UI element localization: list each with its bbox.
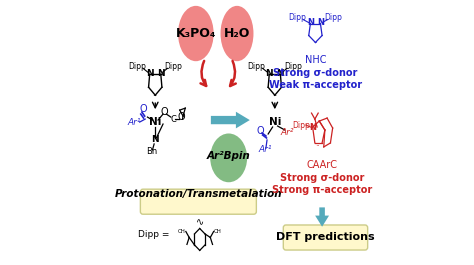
Text: O: O bbox=[139, 104, 147, 114]
Text: Ar¹: Ar¹ bbox=[258, 145, 272, 154]
FancyBboxPatch shape bbox=[283, 225, 368, 250]
Text: Dipp: Dipp bbox=[164, 62, 182, 71]
Text: DFT predictions: DFT predictions bbox=[276, 232, 375, 242]
Text: N: N bbox=[317, 18, 324, 27]
FancyBboxPatch shape bbox=[140, 189, 256, 214]
Text: N: N bbox=[151, 135, 159, 144]
Text: C: C bbox=[170, 114, 176, 123]
Ellipse shape bbox=[220, 6, 254, 61]
Text: ∿: ∿ bbox=[196, 218, 204, 228]
Text: Ar²: Ar² bbox=[280, 127, 294, 136]
Text: Ar¹: Ar¹ bbox=[128, 118, 141, 127]
Text: O: O bbox=[160, 107, 168, 117]
Text: N: N bbox=[309, 122, 316, 131]
Text: N: N bbox=[157, 69, 164, 78]
Text: Weak π-acceptor: Weak π-acceptor bbox=[269, 80, 362, 90]
Text: Bn: Bn bbox=[146, 147, 157, 156]
Text: NHC: NHC bbox=[305, 55, 326, 65]
Text: Dipp: Dipp bbox=[324, 13, 342, 22]
Text: N: N bbox=[146, 69, 154, 78]
Text: Dipp =: Dipp = bbox=[138, 230, 170, 239]
Text: Ni: Ni bbox=[149, 117, 162, 127]
Text: Dipp: Dipp bbox=[292, 121, 310, 130]
Text: Strong π-acceptor: Strong π-acceptor bbox=[272, 185, 372, 195]
Text: H₂O: H₂O bbox=[224, 27, 250, 40]
Text: ··: ·· bbox=[272, 92, 277, 101]
Text: ··: ·· bbox=[315, 142, 319, 151]
Text: N: N bbox=[276, 69, 284, 78]
Text: Strong σ-donor: Strong σ-donor bbox=[280, 173, 365, 183]
Text: CH: CH bbox=[177, 229, 185, 234]
FancyArrowPatch shape bbox=[211, 112, 250, 129]
Text: O: O bbox=[177, 112, 185, 122]
Text: Protonation/Transmetalation: Protonation/Transmetalation bbox=[115, 189, 283, 199]
Text: CH: CH bbox=[214, 229, 222, 234]
Text: Ar²Bpin: Ar²Bpin bbox=[207, 151, 251, 161]
Text: Dipp: Dipp bbox=[128, 62, 146, 71]
Ellipse shape bbox=[178, 6, 214, 61]
Text: Dipp: Dipp bbox=[247, 62, 265, 71]
Text: N: N bbox=[265, 69, 273, 78]
Text: Dipp: Dipp bbox=[289, 13, 307, 22]
Text: Strong σ-donor: Strong σ-donor bbox=[273, 68, 357, 78]
Text: Ni: Ni bbox=[269, 117, 281, 127]
Text: ··: ·· bbox=[153, 92, 158, 101]
Text: CAArC: CAArC bbox=[307, 160, 337, 170]
Text: Dipp: Dipp bbox=[284, 62, 302, 71]
Text: O: O bbox=[256, 126, 264, 136]
FancyArrowPatch shape bbox=[315, 207, 329, 227]
Text: N: N bbox=[307, 18, 314, 27]
Text: ··: ·· bbox=[313, 39, 318, 48]
Text: K₃PO₄: K₃PO₄ bbox=[176, 27, 216, 40]
Ellipse shape bbox=[210, 134, 247, 182]
